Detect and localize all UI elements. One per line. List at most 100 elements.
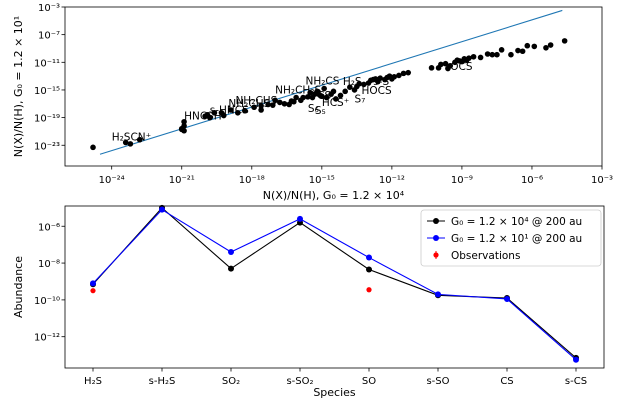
x-axis-label: N(X)/N(H), G₀ = 1.2 × 10⁴ [263, 189, 405, 202]
data-point [181, 118, 187, 125]
point-label: NH₂CH₂S [275, 84, 321, 96]
x-tick-label: 10⁻¹² [379, 175, 405, 186]
series-marker [573, 356, 579, 363]
point-label: HNCSH⁺ [184, 111, 227, 123]
point-label: HCS⁺ [322, 97, 349, 109]
point-label: s-S [373, 76, 389, 88]
point-label: S₇ [355, 93, 366, 105]
data-point [181, 123, 187, 129]
data-point [269, 102, 276, 108]
series-marker [228, 249, 234, 256]
legend-label: Observations [451, 250, 520, 262]
legend-box [420, 209, 602, 267]
data-point [361, 81, 367, 88]
data-point [547, 42, 554, 48]
y-tick-label: 10⁻¹¹ [34, 58, 60, 69]
data-point [561, 38, 568, 44]
data-point [342, 88, 348, 95]
legend-label: G₀ = 1.2 × 10¹ @ 200 au [451, 233, 582, 245]
observation-point [90, 288, 96, 294]
point-label: S₅ [315, 105, 326, 117]
data-point [470, 53, 477, 60]
data-point [519, 48, 526, 55]
y-tick-label: 10⁻⁶ [38, 222, 60, 233]
series-marker [366, 254, 372, 261]
data-point [391, 74, 398, 80]
one-to-one-line [99, 9, 563, 155]
point-label: NH₂CHS [235, 95, 277, 107]
observation-point [366, 287, 372, 293]
data-point [347, 84, 353, 90]
data-point [405, 69, 412, 76]
data-point [258, 103, 264, 109]
scatter-chart: 10⁻²⁴ 10⁻²¹ 10⁻¹⁸ 10⁻¹⁵ 10⁻¹² 10⁻⁹ 10⁻⁶ 10⁻³ 10⁻… [12, 3, 613, 202]
data-point [447, 62, 454, 69]
series-marker [435, 291, 441, 298]
x-axis-label: Species [313, 386, 356, 399]
y-axis-label: N(X)/N(H), G₀ = 1.2 × 10¹ [12, 16, 25, 157]
y-axis-label: Abundance [12, 256, 25, 318]
data-point [337, 92, 344, 99]
data-point [524, 42, 531, 49]
data-point [494, 51, 500, 58]
plot-frame [64, 205, 605, 369]
point-label: H₂SCN⁺ [112, 131, 151, 143]
point-label: OCS [450, 61, 473, 73]
category-label: CS [500, 376, 513, 387]
data-point [220, 112, 227, 119]
plot-frame [64, 6, 603, 167]
data-point [466, 55, 472, 61]
x-tick-label: 10⁻⁹ [451, 175, 473, 186]
y-tick-label: 10⁻³ [38, 3, 60, 14]
y-tick-label: 10⁻¹⁹ [34, 114, 60, 125]
data-point [258, 107, 264, 113]
x-tick-label: 10⁻²¹ [169, 175, 195, 186]
legend-marker [433, 252, 439, 258]
x-tick-label: 10⁻⁶ [521, 175, 543, 186]
data-point [300, 94, 306, 101]
legend-marker [433, 235, 439, 241]
data-point [543, 44, 549, 51]
y-tick-label: 10⁻¹² [34, 333, 60, 344]
data-point [396, 72, 402, 79]
data-point [356, 80, 362, 87]
data-point [484, 51, 491, 57]
data-point [291, 98, 297, 105]
series-line [92, 207, 577, 359]
y-tick-label: 10⁻⁷ [38, 31, 60, 42]
series-marker [297, 215, 303, 222]
point-label: S₆ [308, 103, 319, 115]
category-label: SO₂ [222, 376, 240, 387]
point-label: NH₂CHS [228, 98, 270, 110]
data-point [428, 65, 435, 71]
data-point [498, 47, 505, 53]
series-marker [90, 280, 96, 287]
data-point [400, 70, 407, 77]
x-tick-label: 10⁻³ [591, 175, 613, 186]
point-label: s-HNCS [210, 104, 249, 116]
data-point [234, 109, 241, 116]
series-marker [159, 206, 165, 213]
category-label: SO [362, 376, 376, 387]
data-point [305, 94, 311, 100]
point-label: H₂S [343, 76, 362, 88]
data-point [531, 43, 538, 50]
category-label: s-SO [426, 376, 449, 387]
category-label: s-H₂S [149, 376, 176, 387]
series-marker [228, 265, 234, 272]
data-point [241, 107, 248, 114]
data-point [477, 54, 484, 61]
series-marker [366, 266, 372, 273]
data-point [508, 51, 514, 58]
data-point [377, 75, 383, 82]
series-line [92, 208, 577, 361]
y-tick-label: 10⁻¹⁵ [34, 86, 60, 97]
data-point [321, 85, 327, 92]
data-point [272, 97, 278, 104]
data-point [515, 47, 521, 54]
x-tick-label: 10⁻¹⁵ [309, 175, 335, 186]
data-point [438, 61, 444, 68]
x-tick-label: 10⁻¹⁸ [239, 175, 265, 186]
data-point [127, 141, 134, 147]
